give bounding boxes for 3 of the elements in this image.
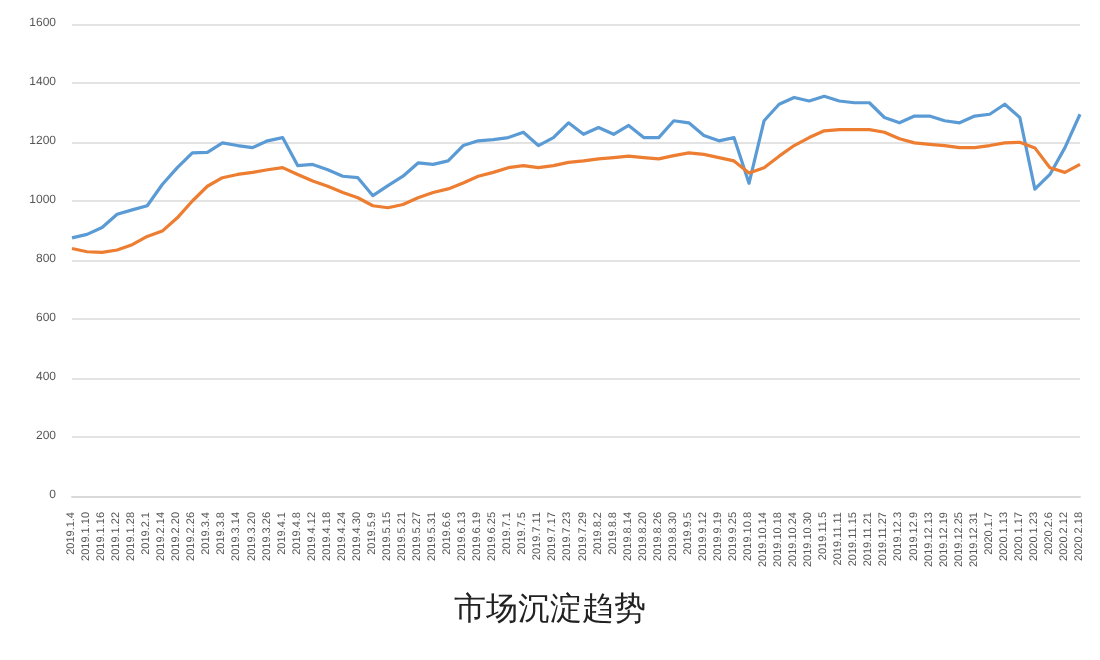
line-series <box>70 94 1082 240</box>
text: 市场沉淀趋势 <box>454 591 646 627</box>
line-series <box>70 128 1082 254</box>
